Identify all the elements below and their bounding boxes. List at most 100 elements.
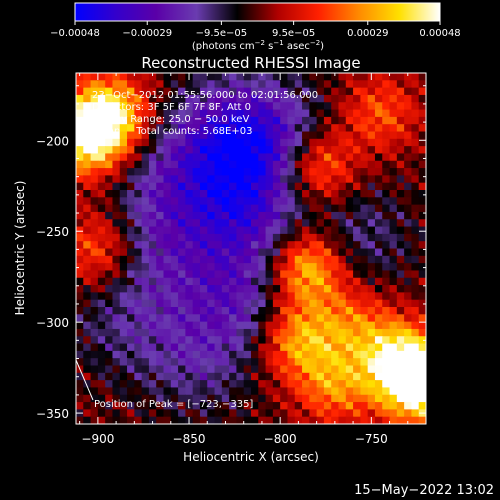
heatmap-cell (221, 270, 230, 279)
heatmap-cell (141, 124, 150, 133)
heatmap-cell (199, 175, 208, 184)
heatmap-cell (258, 292, 267, 301)
y-tick-label: −250 (36, 225, 69, 239)
heatmap-cell (207, 365, 216, 374)
heatmap-cell (214, 87, 223, 96)
heatmap-cell (90, 416, 99, 424)
heatmap-cell (411, 131, 420, 140)
heatmap-cell (185, 409, 194, 418)
heatmap-cell (221, 343, 230, 352)
heatmap-cell (134, 160, 143, 169)
heatmap-cell (148, 299, 157, 308)
heatmap-cell (389, 87, 398, 96)
heatmap-cell (360, 211, 369, 220)
heatmap-cell (287, 109, 296, 118)
heatmap-cell (294, 233, 303, 242)
heatmap-cell (382, 314, 391, 323)
heatmap-cell (97, 226, 106, 235)
heatmap-cell (156, 138, 165, 147)
heatmap-cell (345, 204, 354, 213)
heatmap-cell (302, 80, 310, 89)
heatmap-cell (156, 87, 165, 96)
heatmap-cell (280, 270, 289, 279)
heatmap-cell (134, 307, 143, 315)
heatmap-cell (112, 328, 121, 337)
heatmap-cell (316, 292, 325, 301)
heatmap-cell (396, 226, 405, 235)
heatmap-cell (163, 175, 172, 184)
heatmap-cell (251, 87, 259, 96)
heatmap-cell (178, 307, 186, 315)
heatmap-cell (251, 328, 259, 337)
heatmap-cell (185, 255, 194, 264)
heatmap-cell (251, 277, 259, 286)
heatmap-cell (192, 314, 201, 323)
heatmap-cell (272, 350, 281, 359)
heatmap-cell (76, 226, 84, 235)
heatmap-cell (316, 343, 325, 352)
heatmap-cell (170, 87, 179, 96)
heatmap-cell (338, 387, 347, 396)
heatmap-cell (272, 219, 281, 228)
heatmap-cell (353, 102, 361, 111)
heatmap-cell (272, 175, 281, 184)
heatmap-cell (119, 314, 128, 323)
heatmap-cell (192, 190, 201, 198)
heatmap-cell (170, 94, 179, 103)
heatmap-cell (316, 197, 325, 206)
heatmap-cell (134, 277, 143, 286)
heatmap-cell (134, 248, 143, 257)
heatmap-cell (221, 182, 230, 191)
heatmap-cell (287, 409, 296, 418)
heatmap-cell (258, 321, 267, 330)
heatmap-cell (367, 307, 376, 315)
heatmap-cell (90, 153, 99, 162)
heatmap-cell (258, 409, 267, 418)
heatmap-cell (345, 409, 354, 418)
heatmap-cell (214, 153, 223, 162)
heatmap-cell (127, 263, 135, 272)
heatmap-cell (105, 131, 114, 140)
heatmap-cell (338, 336, 347, 345)
heatmap-cell (90, 124, 99, 133)
heatmap-cell (382, 219, 391, 228)
heatmap-cell (316, 372, 325, 381)
heatmap-cell (360, 380, 369, 389)
heatmap-cell (148, 182, 157, 191)
heatmap-cell (134, 190, 143, 198)
heatmap-cell (360, 233, 369, 242)
heatmap-cell (280, 168, 289, 176)
heatmap-cell (163, 365, 172, 374)
heatmap-cell (323, 321, 332, 330)
heatmap-cell (287, 233, 296, 242)
heatmap-cell (309, 321, 318, 330)
heatmap-cell (170, 168, 179, 176)
heatmap-cell (360, 350, 369, 359)
heatmap-cell (294, 372, 303, 381)
heatmap-cell (97, 321, 106, 330)
heatmap-cell (323, 307, 332, 315)
heatmap-cell (302, 372, 310, 381)
heatmap-cell (382, 350, 391, 359)
heatmap-cell (302, 175, 310, 184)
heatmap-cell (236, 285, 245, 293)
heatmap-cell (309, 124, 318, 133)
heatmap-cell (418, 233, 426, 242)
heatmap-cell (199, 248, 208, 257)
heatmap-cell (265, 168, 274, 176)
heatmap-cell (243, 94, 252, 103)
heatmap-cell (272, 358, 281, 367)
chart-title: Reconstructed RHESSI Image (141, 54, 360, 72)
heatmap-cell (76, 321, 84, 330)
heatmap-cell (287, 248, 296, 257)
heatmap-cell (170, 380, 179, 389)
heatmap-cell (214, 73, 223, 81)
heatmap-cell (353, 358, 361, 367)
heatmap-cell (418, 307, 426, 315)
heatmap-cell (236, 146, 245, 155)
heatmap-cell (258, 153, 267, 162)
heatmap-cell (418, 394, 426, 403)
heatmap-cell (170, 358, 179, 367)
heatmap-cell (229, 307, 238, 315)
heatmap-cell (112, 219, 121, 228)
